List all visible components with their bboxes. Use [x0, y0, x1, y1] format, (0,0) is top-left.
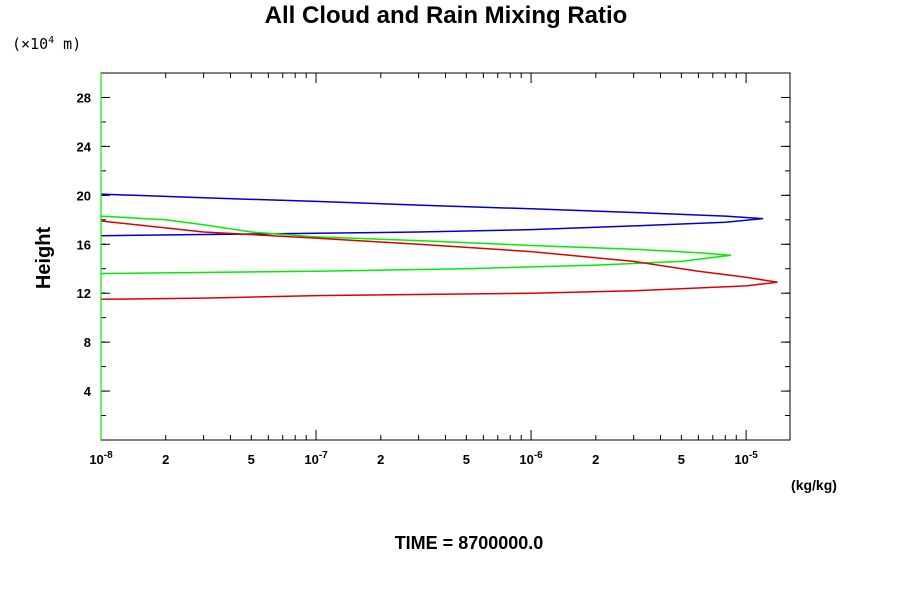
- x-tick-label: 2: [162, 452, 169, 467]
- x-tick-label: 2: [592, 452, 599, 467]
- y-tick-label: 16: [77, 237, 91, 252]
- time-label: TIME = 8700000.0: [395, 533, 544, 553]
- x-tick-label: 10-5: [734, 450, 758, 467]
- series-layer: [100, 73, 778, 440]
- y-tick-label: 8: [84, 335, 91, 350]
- x-tick-label: 10-6: [519, 450, 543, 467]
- y-axis-label: Height: [33, 227, 55, 290]
- x-tick-label: 5: [248, 452, 255, 467]
- chart-title: All Cloud and Rain Mixing Ratio: [265, 2, 628, 29]
- x-tick-label: 2: [377, 452, 384, 467]
- y-unit-label: (×104 m): [12, 35, 81, 53]
- y-tick-label: 12: [77, 286, 91, 301]
- x-tick-label: 5: [678, 452, 685, 467]
- y-tick-label: 28: [77, 90, 91, 105]
- y-axis-ticks: 4 8 12 16 20 24 28: [77, 90, 790, 417]
- plot-frame: [100, 72, 791, 441]
- y-tick-label: 24: [77, 139, 92, 154]
- x-unit-label: (kg/kg): [791, 477, 837, 493]
- y-tick-label: 4: [84, 384, 92, 399]
- y-tick-label: 20: [77, 188, 91, 203]
- series-line: [100, 220, 778, 301]
- x-tick-label: 10-7: [304, 450, 328, 467]
- x-axis-ticks: 10-8 2 5 10-7 2 5 10-6 2 5 10-5: [89, 73, 758, 467]
- x-tick-label: 10-8: [89, 450, 113, 467]
- x-tick-label: 5: [463, 452, 470, 467]
- series-line: [100, 193, 764, 237]
- series-line: [100, 215, 731, 275]
